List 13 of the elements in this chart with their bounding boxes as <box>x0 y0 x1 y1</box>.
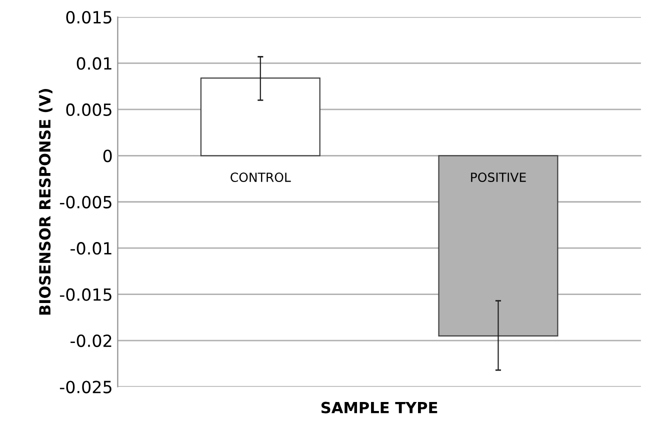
y-tick-label: -0.005 <box>60 196 112 208</box>
y-tick-label: 0.005 <box>66 103 112 116</box>
x-tick-label: CONTROL <box>230 172 291 182</box>
y-tick-label: 0.015 <box>66 10 112 24</box>
y-axis-title: BIOSENSOR RESPONSE (V) <box>38 89 52 315</box>
y-tick-label: -0.015 <box>60 288 112 301</box>
y-tick-label: -0.01 <box>70 242 112 255</box>
x-axis-title: SAMPLE TYPE <box>321 402 438 414</box>
y-tick-label: 0 <box>103 150 112 162</box>
y-tick-label: -0.025 <box>60 380 112 394</box>
y-tick-label: -0.02 <box>70 334 112 348</box>
y-tick-label: 0.01 <box>76 57 112 70</box>
x-tick-label: POSITIVE <box>471 172 526 182</box>
